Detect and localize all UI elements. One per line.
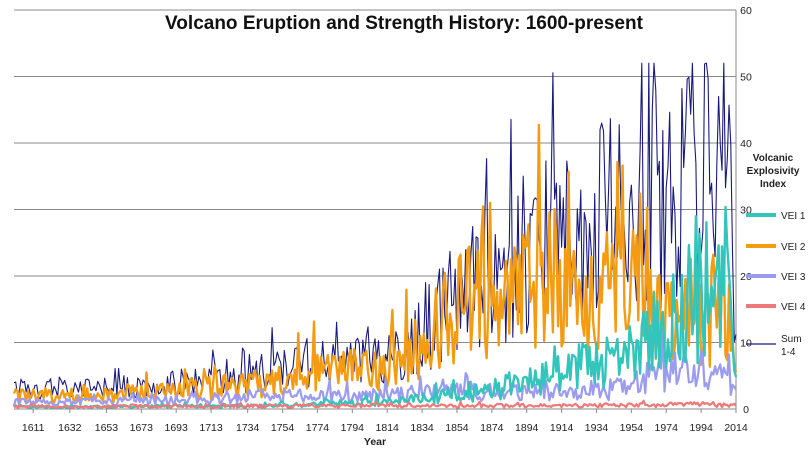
y-tick-label: 50 [740,72,752,84]
x-tick-label: 1854 [445,422,469,434]
series-lines [12,62,738,410]
legend: Volcanic Explosivity Index VEI 1 VEI 2 VEI 3 V… [746,153,806,358]
legend-title: Explosivity [747,166,800,177]
x-tick-label: 1974 [655,422,679,434]
x-tick-label: 1914 [550,422,574,434]
x-axis-ticks: 1611 1632 1653 1673 1693 1713 1734 1754 1774 1794… [22,409,748,434]
x-tick-label: 1794 [341,422,365,434]
y-tick-label: 40 [740,138,752,150]
series-line-vei-4 [13,399,737,409]
series-line-vei-1 [13,205,738,410]
legend-label: VEI 2 [781,242,806,253]
x-tick-label: 1894 [515,422,539,434]
legend-label: VEI 4 [781,302,806,313]
x-tick-label: 1611 [22,422,45,434]
legend-label: VEI 3 [781,272,806,283]
x-tick-label: 1774 [306,422,330,434]
legend-title: Volcanic [753,153,794,164]
legend-label: 1-4 [781,347,796,358]
x-tick-label: 1954 [620,422,644,434]
y-tick-label: 0 [743,404,749,416]
y-axis-ticks: 0102030405060 [740,5,752,416]
x-tick-label: 1994 [689,422,713,434]
legend-label: Sum [781,334,802,345]
y-tick-label: 60 [740,5,752,17]
x-tick-label: 1934 [585,422,609,434]
x-tick-label: 1734 [236,422,260,434]
legend-title: Index [760,179,787,190]
gridlines [14,9,737,410]
x-tick-label: 1834 [410,422,434,434]
x-tick-label: 1653 [95,422,119,434]
series-line-vei-3 [12,327,737,407]
legend-label: VEI 1 [781,211,806,222]
x-tick-label: 1754 [271,422,295,434]
x-tick-label: 1632 [58,422,82,434]
x-axis-title: Year [364,436,386,448]
x-tick-label: 1693 [165,422,189,434]
y-tick-label: 30 [740,205,752,217]
x-tick-label: 1713 [199,422,223,434]
x-tick-label: 1814 [376,422,400,434]
x-tick-label: 1673 [130,422,154,434]
x-tick-label: 2014 [724,422,748,434]
x-tick-label: 1874 [480,422,504,434]
series-line-vei-2 [12,123,738,405]
chart-title: Volcano Eruption and Strength History: 1… [165,13,644,34]
